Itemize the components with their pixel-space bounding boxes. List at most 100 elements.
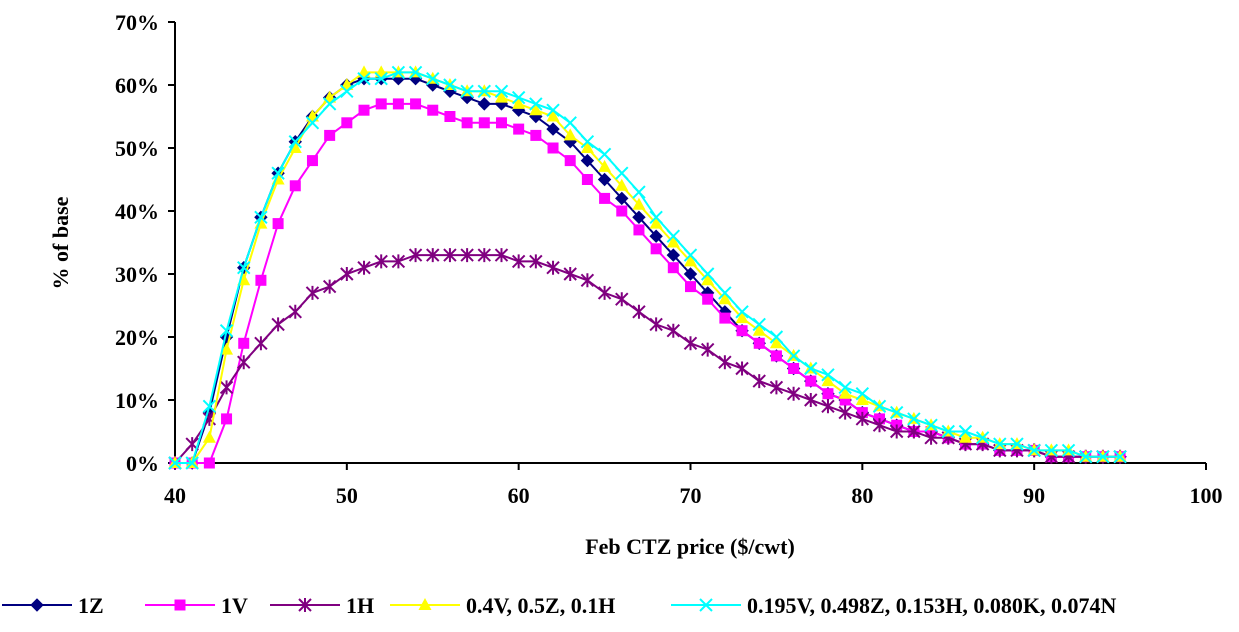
y-tick-label: 70% — [115, 10, 159, 35]
data-point — [494, 248, 509, 263]
data-point — [477, 97, 492, 111]
legend-item-1: 1Z — [2, 593, 104, 618]
data-point — [753, 337, 765, 349]
y-tick-label: 10% — [115, 388, 159, 413]
x-tick-label: 90 — [1023, 483, 1045, 508]
data-point — [237, 260, 251, 275]
data-point — [684, 254, 697, 267]
data-point — [219, 323, 234, 338]
data-point — [340, 267, 354, 281]
data-point — [305, 285, 320, 300]
data-point — [460, 84, 474, 99]
data-point — [358, 104, 370, 116]
data-point — [598, 159, 612, 172]
data-point — [616, 205, 628, 217]
data-point — [322, 97, 337, 111]
data-point — [889, 405, 904, 420]
data-point — [666, 248, 681, 262]
data-point — [666, 229, 681, 243]
data-point — [391, 254, 406, 269]
x-tick-label: 40 — [164, 483, 186, 508]
data-point — [685, 281, 696, 293]
data-point — [513, 123, 525, 135]
data-point — [1113, 449, 1127, 464]
data-point — [735, 311, 749, 324]
data-point — [324, 129, 336, 141]
data-point — [805, 375, 817, 387]
data-point — [683, 248, 698, 262]
data-point — [718, 355, 732, 370]
legend-label: 1Z — [78, 593, 104, 618]
y-tick-label: 20% — [115, 325, 159, 350]
data-point — [649, 216, 663, 229]
data-point — [288, 134, 302, 149]
data-point — [719, 312, 731, 324]
data-point — [530, 129, 542, 141]
series-line — [175, 77, 1121, 464]
data-point — [975, 431, 990, 445]
data-point — [821, 399, 835, 414]
data-point — [752, 317, 766, 332]
legend-label: 1H — [346, 593, 374, 618]
data-point — [254, 336, 268, 351]
legend-label: 0.4V, 0.5Z, 0.1H — [466, 593, 615, 618]
data-point — [203, 457, 215, 469]
data-point — [529, 103, 543, 116]
legend-marker — [174, 599, 186, 611]
data-point — [649, 317, 663, 332]
data-point — [1079, 449, 1093, 464]
data-point — [546, 260, 560, 275]
data-point — [511, 90, 526, 105]
data-point — [357, 71, 371, 86]
data-point — [375, 98, 387, 110]
x-tick-label: 70 — [680, 483, 702, 508]
legend-item-5: 0.195V, 0.498Z, 0.153H, 0.080K, 0.074N — [671, 593, 1116, 618]
data-point — [786, 349, 801, 363]
data-point — [821, 374, 835, 387]
y-ticks: 0% 10% 20% 30% 40% 50% 60% 70% — [115, 10, 175, 476]
data-point — [272, 218, 284, 230]
x-tick-label: 60 — [508, 483, 530, 508]
data-point — [546, 109, 560, 122]
data-point — [649, 229, 663, 243]
data-point — [408, 248, 423, 263]
data-point — [306, 155, 318, 167]
data-point — [271, 166, 285, 180]
data-point — [615, 292, 629, 307]
legend-label: 0.195V, 0.498Z, 0.153H, 0.080K, 0.074N — [747, 593, 1116, 618]
series-line — [175, 71, 1121, 464]
data-point — [202, 399, 217, 414]
data-point — [838, 380, 852, 395]
data-point — [770, 350, 782, 362]
data-point — [839, 394, 851, 406]
data-point — [461, 117, 473, 129]
data-point — [357, 260, 371, 275]
data-point — [494, 84, 509, 99]
data-point — [769, 380, 784, 395]
data-point — [1010, 437, 1024, 451]
data-point — [221, 413, 233, 425]
data-point — [958, 424, 973, 439]
data-point — [426, 248, 440, 263]
data-point — [477, 248, 492, 263]
data-point — [580, 134, 595, 149]
data-point — [1044, 443, 1059, 458]
data-point — [546, 122, 560, 136]
series-line — [175, 71, 1121, 464]
data-point — [511, 254, 526, 269]
data-point — [408, 65, 423, 80]
data-point — [426, 71, 440, 86]
data-point — [255, 274, 267, 286]
data-point — [941, 424, 955, 439]
data-point — [632, 304, 646, 319]
data-point — [563, 116, 577, 130]
data-point — [478, 117, 490, 129]
data-point — [202, 430, 216, 443]
data-point — [788, 363, 800, 374]
x-ticks: 40 50 60 70 80 90 100 — [164, 463, 1223, 508]
data-point — [821, 368, 835, 382]
data-point — [340, 84, 354, 99]
data-point — [1061, 443, 1076, 458]
data-point — [683, 336, 698, 351]
data-point — [288, 141, 302, 153]
